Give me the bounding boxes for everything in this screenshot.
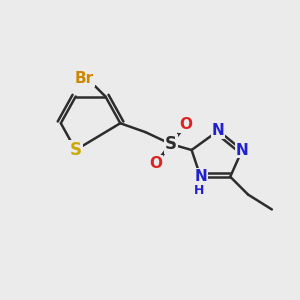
Text: O: O bbox=[179, 117, 192, 132]
Text: O: O bbox=[149, 156, 162, 171]
Text: N: N bbox=[212, 123, 225, 138]
Text: S: S bbox=[165, 135, 177, 153]
Text: N: N bbox=[194, 169, 207, 184]
Text: H: H bbox=[194, 184, 204, 196]
Text: S: S bbox=[70, 141, 82, 159]
Text: N: N bbox=[236, 142, 248, 158]
Text: Br: Br bbox=[75, 71, 94, 86]
